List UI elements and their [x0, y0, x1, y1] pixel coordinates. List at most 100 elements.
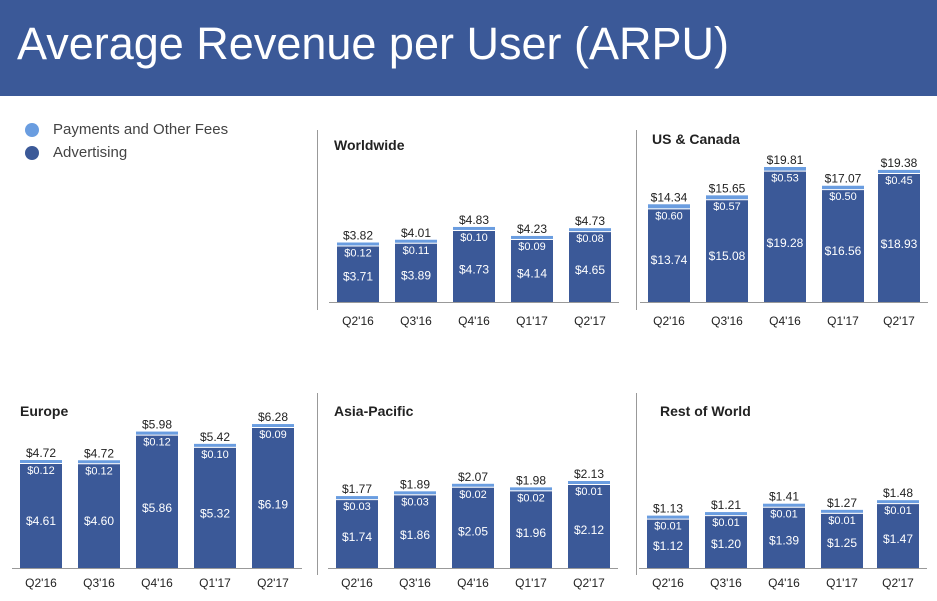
advertising-label: $4.73: [459, 263, 489, 277]
payments-label: $0.01: [828, 515, 856, 527]
advertising-label: $19.28: [767, 236, 804, 250]
payments-label: $0.02: [517, 492, 545, 504]
advertising-label: $1.25: [827, 536, 857, 550]
x-tick-label: Q2'17: [257, 576, 289, 590]
x-tick-label: Q2'17: [574, 314, 606, 328]
bar-payments: [452, 483, 494, 487]
bar-advertising: [78, 463, 120, 568]
bar-advertising: [252, 427, 294, 568]
bar-advertising: [706, 199, 748, 302]
bar-advertising: [453, 229, 495, 302]
total-label: $1.41: [769, 490, 799, 504]
chart-title-rest-of-world: Rest of World: [660, 403, 751, 419]
advertising-label: $16.56: [825, 244, 862, 258]
total-label: $4.83: [459, 213, 489, 227]
payments-label: $0.03: [343, 501, 371, 513]
bar-payments: [705, 512, 747, 516]
bar-payments: [252, 424, 294, 428]
x-tick-label: Q1'17: [515, 576, 547, 590]
x-tick-label: Q4'16: [458, 314, 490, 328]
bar-advertising: [136, 434, 178, 568]
total-label: $1.13: [653, 502, 683, 516]
chart-title-us-canada: US & Canada: [652, 131, 740, 147]
payments-label: $0.12: [143, 437, 171, 449]
x-tick-label: Q4'16: [768, 576, 800, 590]
total-label: $4.23: [517, 222, 547, 236]
total-label: $15.65: [709, 181, 746, 195]
bar-payments: [568, 481, 610, 485]
chart-title-worldwide: Worldwide: [334, 137, 405, 153]
x-tick-label: Q3'16: [711, 314, 743, 328]
advertising-label: $13.74: [651, 253, 688, 267]
bar-advertising: [20, 463, 62, 568]
bar-advertising: [452, 486, 494, 568]
bar-payments: [453, 226, 495, 230]
bar-payments: [764, 167, 806, 171]
total-label: $4.73: [575, 214, 605, 228]
page-title: Average Revenue per User (ARPU): [17, 18, 729, 69]
advertising-label: $5.86: [142, 501, 172, 515]
bar-payments: [706, 195, 748, 200]
bar-advertising: [510, 490, 552, 568]
advertising-label: $2.05: [458, 524, 488, 538]
x-tick-label: Q2'17: [883, 314, 915, 328]
bar-advertising: [764, 170, 806, 302]
chart-title-asia-pacific: Asia-Pacific: [334, 403, 414, 419]
chart-title-europe: Europe: [20, 403, 68, 419]
divider-bottom-left: [317, 393, 318, 575]
legend-item-advertising: Advertising: [25, 141, 228, 164]
x-tick-label: Q2'16: [341, 576, 373, 590]
bar-advertising: [821, 512, 863, 568]
x-tick-label: Q1'17: [827, 314, 859, 328]
total-label: $1.27: [827, 496, 857, 510]
x-tick-label: Q3'16: [400, 314, 432, 328]
payments-label: $0.53: [771, 173, 799, 185]
total-label: $17.07: [825, 172, 862, 186]
advertising-label: $5.32: [200, 506, 230, 520]
x-tick-label: Q1'17: [826, 576, 858, 590]
advertising-label: $2.12: [574, 523, 604, 537]
advertising-label: $4.61: [26, 514, 56, 528]
advertising-label: $3.71: [343, 270, 373, 284]
bar-advertising: [336, 499, 378, 568]
total-label: $3.82: [343, 228, 373, 242]
bar-advertising: [647, 518, 689, 568]
bar-payments: [78, 460, 120, 464]
total-label: $5.42: [200, 430, 230, 444]
bar-payments: [877, 500, 919, 504]
total-label: $1.21: [711, 498, 741, 512]
legend-label-advertising: Advertising: [53, 144, 128, 161]
bar-advertising: [648, 208, 690, 302]
legend-item-payments: Payments and Other Fees: [25, 118, 228, 141]
payments-label: $0.01: [712, 517, 740, 529]
total-label: $6.28: [258, 410, 288, 424]
bar-advertising: [763, 506, 805, 568]
advertising-label: $1.96: [516, 526, 546, 540]
payments-label: $0.01: [884, 505, 912, 517]
bar-payments: [394, 491, 436, 495]
total-label: $4.72: [84, 446, 114, 460]
total-label: $1.48: [883, 486, 913, 500]
bar-payments: [821, 509, 863, 513]
total-label: $5.98: [142, 418, 172, 432]
bar-payments: [648, 204, 690, 209]
advertising-label: $1.12: [653, 539, 683, 553]
bar-advertising: [705, 515, 747, 568]
payments-label: $0.12: [85, 465, 113, 477]
payments-label: $0.09: [518, 241, 546, 253]
payments-label: $0.02: [459, 489, 487, 501]
payments-label: $0.50: [829, 191, 857, 203]
x-tick-label: Q2'16: [652, 576, 684, 590]
x-tick-label: Q3'16: [83, 576, 115, 590]
payments-label: $0.60: [655, 210, 683, 222]
divider-top-right: [636, 130, 637, 310]
total-label: $2.13: [574, 467, 604, 481]
bar-advertising: [568, 484, 610, 568]
x-tick-label: Q2'16: [342, 314, 374, 328]
payments-label: $0.11: [403, 245, 430, 257]
advertising-label: $3.89: [401, 268, 431, 282]
x-tick-label: Q2'16: [25, 576, 57, 590]
bar-payments: [569, 228, 611, 232]
bar-payments: [647, 515, 689, 519]
header-banner: Average Revenue per User (ARPU): [0, 0, 937, 96]
